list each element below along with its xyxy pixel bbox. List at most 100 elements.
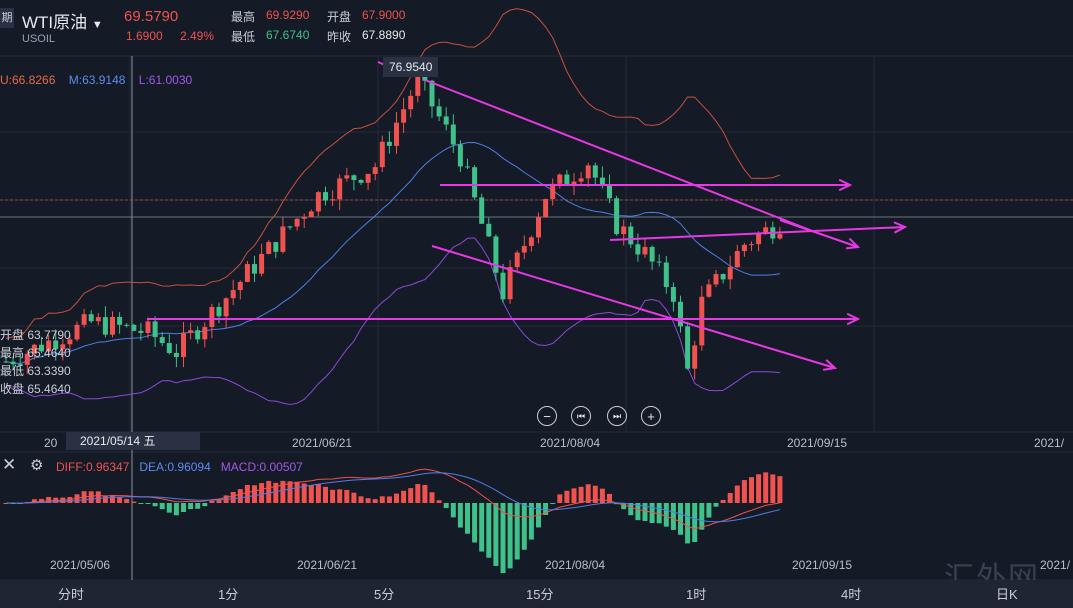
zoom-out-button[interactable]: −	[537, 406, 557, 426]
macd-bar	[166, 503, 172, 513]
macd-bar	[514, 503, 520, 560]
candle-body	[31, 344, 37, 354]
candle-body	[46, 340, 52, 352]
macd-bar	[642, 503, 648, 521]
tab-timeframe[interactable]: 分时	[58, 587, 85, 602]
candle-body	[514, 252, 520, 268]
boll-upper-line	[5, 8, 781, 339]
candle-body	[720, 274, 726, 280]
macd-axis-date: 2021/08/04	[545, 558, 606, 572]
macd-bar	[408, 488, 414, 503]
candle-body	[408, 95, 414, 110]
candle-body	[10, 361, 16, 365]
macd-bar	[670, 503, 676, 530]
macd-bar	[337, 489, 343, 503]
candle-body	[74, 324, 80, 340]
candle-body	[592, 165, 598, 178]
boll-lower-value: L:61.0030	[138, 73, 193, 87]
candle-body	[337, 178, 343, 200]
macd-axis-date: 2021/06/21	[297, 558, 358, 572]
boll-lower-line	[5, 237, 780, 406]
macd-bar	[429, 492, 435, 503]
skip-back-button[interactable]: ⏮	[571, 406, 591, 426]
macd-bar	[110, 495, 115, 503]
macd-bar	[678, 503, 683, 535]
symbol-title[interactable]: WTI原油 ▼	[22, 8, 103, 33]
macd-bar	[656, 503, 662, 524]
candle-body	[493, 236, 499, 273]
macd-bar	[550, 503, 556, 504]
candle-body	[223, 298, 229, 317]
macd-bar	[472, 503, 478, 543]
open-value: 67.9000	[362, 8, 406, 22]
macd-bar	[763, 472, 769, 503]
low-value: 67.6740	[266, 28, 310, 42]
zoom-in-button[interactable]: +	[641, 406, 661, 426]
tab-timeframe[interactable]: 4时	[841, 587, 862, 602]
macd-bar	[479, 503, 485, 552]
macd-bar	[351, 492, 357, 503]
candle-body	[330, 199, 336, 201]
macd-bar	[131, 501, 137, 503]
macd-bar	[706, 503, 712, 518]
low-label: 最低	[231, 30, 256, 44]
gear-icon[interactable]: ⚙	[30, 457, 44, 474]
tab-timeframe[interactable]: 15分	[526, 587, 554, 602]
macd-bar	[280, 480, 286, 503]
macd-bar	[138, 503, 144, 504]
macd-bar	[301, 483, 307, 503]
candle-body	[727, 267, 733, 280]
high-label: 最高	[231, 10, 256, 24]
trend-line	[424, 79, 816, 233]
candle-body	[273, 242, 279, 252]
candle-body	[692, 345, 698, 369]
macd-bar	[379, 496, 385, 503]
candle-body	[472, 167, 478, 198]
candle-body	[578, 178, 584, 182]
candle-body	[102, 317, 108, 335]
macd-bar	[465, 503, 470, 534]
candle-body	[450, 124, 456, 145]
boll-upper-value: U:66.8266	[0, 73, 56, 87]
macd-bar	[443, 503, 449, 509]
candle-body	[230, 290, 236, 299]
macd-bar	[486, 503, 492, 558]
close-icon[interactable]: ✕	[2, 455, 17, 474]
macd-bar	[635, 503, 641, 521]
macd-bar	[117, 497, 123, 503]
candle-body	[166, 343, 172, 353]
ohlc-close: 收盘 65.4640	[0, 382, 71, 396]
macd-bar	[741, 480, 747, 503]
tab-timeframe[interactable]: 1时	[686, 587, 707, 602]
candle-body	[763, 227, 769, 234]
candle-body	[642, 246, 648, 255]
timeframe-bar: 分时 1分 5分 15分 1时 4时 日K	[0, 580, 1073, 608]
candle-body	[216, 306, 222, 317]
macd-axis-date: 2021/	[1040, 558, 1071, 572]
candle-body	[528, 237, 534, 246]
candle-body	[543, 199, 549, 218]
candle-body	[181, 332, 186, 358]
macd-bar	[457, 503, 463, 528]
chevron-down-icon[interactable]: ▼	[91, 19, 103, 31]
macd-bar	[621, 503, 627, 510]
macd-bar	[31, 499, 37, 503]
candle-body	[323, 192, 328, 201]
candle-body	[699, 296, 705, 346]
candle-body	[386, 141, 392, 146]
macd-bar	[663, 503, 669, 527]
ohlc-tooltip: 开盘 63.7790 最高 65.4640 最低 63.3390 收盘 65.4…	[0, 326, 71, 398]
last-price: 69.5790	[124, 8, 179, 25]
main-axis-date: 2021/09/15	[787, 436, 848, 450]
skip-forward-button[interactable]: ⏭	[607, 406, 627, 426]
macd-bar	[195, 503, 201, 509]
tab-timeframe[interactable]: 5分	[374, 587, 395, 602]
tab-timeframe[interactable]: 日K	[996, 587, 1018, 602]
tab-timeframe[interactable]: 1分	[218, 587, 239, 602]
candle-body	[415, 72, 421, 96]
candle-body	[713, 274, 719, 285]
tab-icon[interactable]: 期	[0, 8, 14, 28]
candle-body	[401, 109, 407, 123]
macd-dea-value: DEA:0.96094	[139, 460, 211, 474]
